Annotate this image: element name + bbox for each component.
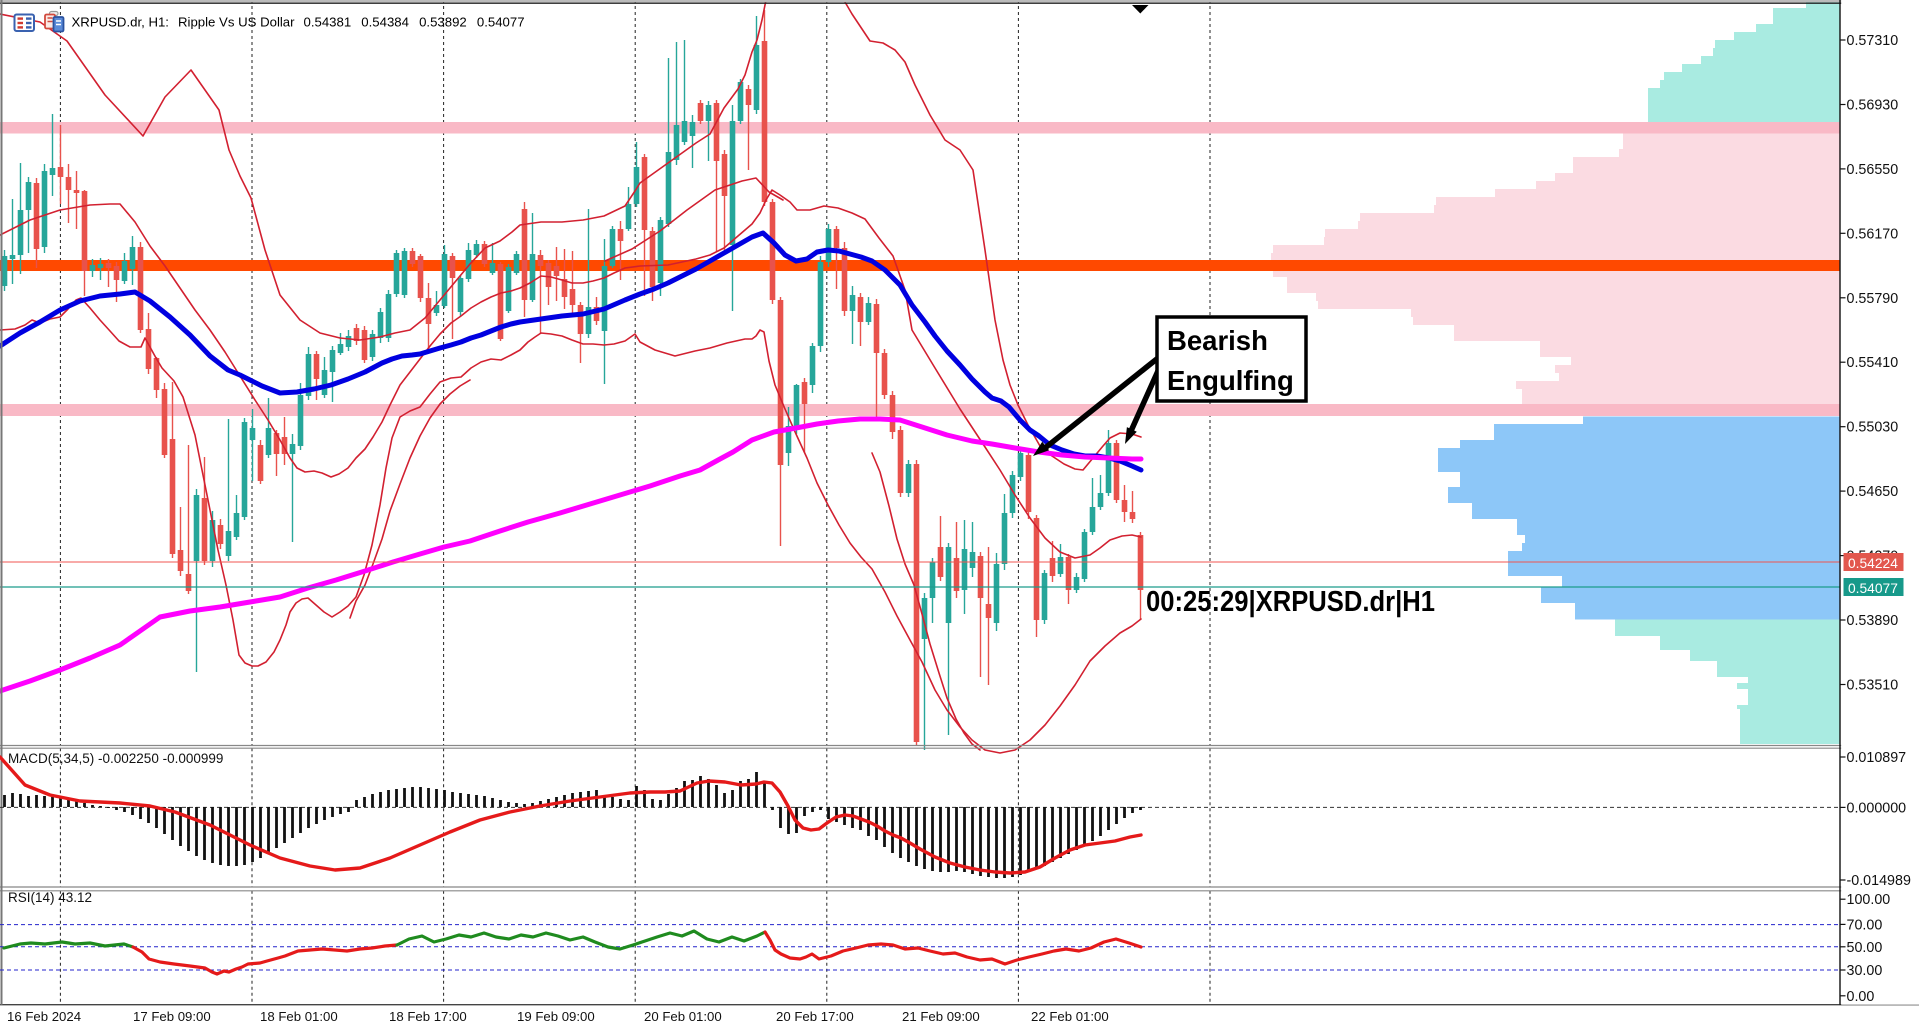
svg-text:18 Feb 17:00: 18 Feb 17:00 xyxy=(389,1009,467,1024)
svg-text:30.00: 30.00 xyxy=(1847,963,1883,979)
svg-text:Bearish: Bearish xyxy=(1167,325,1268,356)
svg-text:Ripple Vs US Dollar: Ripple Vs US Dollar xyxy=(178,14,295,29)
svg-text:0.54077: 0.54077 xyxy=(1848,581,1898,596)
svg-text:0.57310: 0.57310 xyxy=(1847,33,1899,49)
svg-text:0.54384: 0.54384 xyxy=(361,14,409,29)
svg-text:19 Feb 09:00: 19 Feb 09:00 xyxy=(517,1009,595,1024)
svg-text:70.00: 70.00 xyxy=(1847,917,1883,933)
svg-text:0.53892: 0.53892 xyxy=(419,14,467,29)
svg-text:0.56550: 0.56550 xyxy=(1847,162,1899,178)
svg-text:XRPUSD.dr, H1:: XRPUSD.dr, H1: xyxy=(72,14,169,29)
svg-text:0.54077: 0.54077 xyxy=(477,14,525,29)
svg-text:0.010897: 0.010897 xyxy=(1847,750,1907,766)
svg-text:0.53510: 0.53510 xyxy=(1847,678,1899,694)
svg-text:22 Feb 01:00: 22 Feb 01:00 xyxy=(1031,1009,1109,1024)
svg-text:0.000000: 0.000000 xyxy=(1847,800,1907,816)
svg-text:0.00: 0.00 xyxy=(1847,989,1875,1005)
svg-text:0.55410: 0.55410 xyxy=(1847,355,1899,371)
svg-text:0.54381: 0.54381 xyxy=(304,14,352,29)
svg-text:RSI(14) 43.12: RSI(14) 43.12 xyxy=(8,890,92,905)
svg-text:0.56170: 0.56170 xyxy=(1847,226,1899,242)
svg-text:0.56930: 0.56930 xyxy=(1847,98,1899,114)
svg-text:MACD(5,34,5) -0.002250 -0.0009: MACD(5,34,5) -0.002250 -0.000999 xyxy=(8,751,223,766)
svg-text:Engulfing: Engulfing xyxy=(1167,365,1294,396)
svg-text:0.53890: 0.53890 xyxy=(1847,613,1899,629)
svg-text:0.54650: 0.54650 xyxy=(1847,484,1899,500)
svg-text:21 Feb 09:00: 21 Feb 09:00 xyxy=(902,1009,980,1024)
svg-text:0.55030: 0.55030 xyxy=(1847,420,1899,436)
svg-text:18 Feb 01:00: 18 Feb 01:00 xyxy=(260,1009,338,1024)
svg-text:-0.014989: -0.014989 xyxy=(1847,873,1911,889)
svg-text:16 Feb 2024: 16 Feb 2024 xyxy=(7,1009,81,1024)
svg-text:20 Feb 01:00: 20 Feb 01:00 xyxy=(644,1009,722,1024)
svg-text:100.00: 100.00 xyxy=(1847,892,1891,908)
svg-text:0.54224: 0.54224 xyxy=(1848,556,1898,571)
svg-text:0.55790: 0.55790 xyxy=(1847,291,1899,307)
svg-text:00:25:29|XRPUSD.dr|H1: 00:25:29|XRPUSD.dr|H1 xyxy=(1146,586,1435,618)
svg-text:17 Feb 09:00: 17 Feb 09:00 xyxy=(133,1009,211,1024)
svg-text:20 Feb 17:00: 20 Feb 17:00 xyxy=(776,1009,854,1024)
svg-text:50.00: 50.00 xyxy=(1847,940,1883,956)
